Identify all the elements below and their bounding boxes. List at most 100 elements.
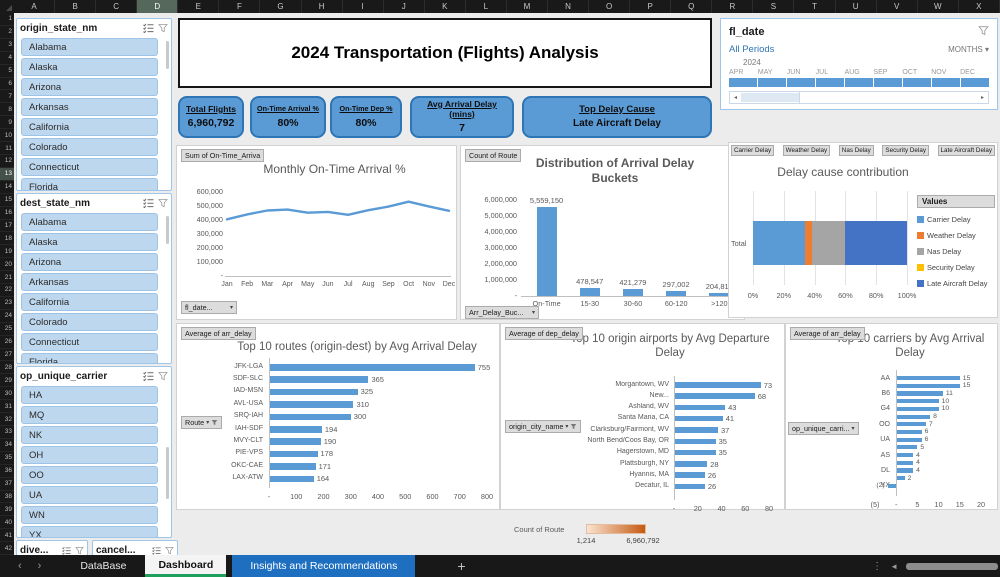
pivot-field-button-nas-delay[interactable]: Nas Delay: [838, 145, 874, 156]
slicer-item-arkansas[interactable]: Arkansas: [21, 98, 158, 116]
timeline-month-aug[interactable]: AUG: [844, 69, 860, 76]
column-header-W[interactable]: W: [918, 0, 959, 13]
timeline-band-cell-sep[interactable]: [874, 78, 903, 87]
slicer-item-arizona[interactable]: Arizona: [21, 78, 158, 96]
clear-filter-icon[interactable]: [75, 542, 84, 556]
column-header-U[interactable]: U: [836, 0, 877, 13]
timeline-band-cell-jun[interactable]: [787, 78, 816, 87]
row-header-28[interactable]: 28: [0, 361, 14, 375]
timeline-band-cell-jul[interactable]: [816, 78, 845, 87]
sheet-tab-insights[interactable]: Insights and Recommendations: [232, 555, 416, 577]
slicer-item-california[interactable]: California: [21, 118, 158, 136]
row-header-21[interactable]: 21: [0, 271, 14, 285]
column-header-P[interactable]: P: [630, 0, 672, 13]
select-all-corner[interactable]: [0, 0, 14, 13]
column-header-S[interactable]: S: [753, 0, 795, 13]
timeline-month-dec[interactable]: DEC: [960, 69, 975, 76]
pivot-field-button-values[interactable]: Count of Route: [465, 149, 522, 162]
slicer-item-connecticut[interactable]: Connecticut: [21, 158, 158, 176]
pivot-field-button-axis[interactable]: Arr_Delay_Buc... ▾: [465, 306, 539, 319]
multi-select-icon[interactable]: [62, 542, 71, 556]
column-header-T[interactable]: T: [794, 0, 836, 13]
column-header-E[interactable]: E: [178, 0, 220, 13]
timeline-month-jul[interactable]: JUL: [815, 69, 829, 76]
slicer-item-alaska[interactable]: Alaska: [21, 233, 158, 251]
timeline-month-jun[interactable]: JUN: [786, 69, 801, 76]
column-header-K[interactable]: K: [425, 0, 466, 13]
row-header-23[interactable]: 23: [0, 297, 14, 310]
column-header-F[interactable]: F: [219, 0, 261, 13]
slicer-item-connecticut[interactable]: Connecticut: [21, 333, 158, 351]
slicer-item-florida[interactable]: Florida: [21, 353, 158, 363]
slicer-item-oo[interactable]: OO: [21, 466, 158, 484]
row-header-8[interactable]: 8: [0, 103, 14, 117]
clear-filter-icon[interactable]: [158, 20, 168, 38]
row-header-3[interactable]: 3: [0, 39, 14, 52]
column-header-Q[interactable]: Q: [671, 0, 713, 13]
pivot-field-button-axis[interactable]: fl_date... ▾: [181, 301, 237, 314]
column-header-J[interactable]: J: [384, 0, 425, 13]
scroll-left-icon[interactable]: ◂: [733, 95, 737, 101]
column-header-D[interactable]: D: [137, 0, 179, 13]
row-header-40[interactable]: 40: [0, 516, 14, 530]
timeline-month-may[interactable]: MAY: [757, 69, 773, 76]
multi-select-icon[interactable]: [152, 542, 161, 556]
pivot-field-button-axis[interactable]: op_unique_carri... ▾: [788, 422, 859, 435]
timeline-band-cell-nov[interactable]: [932, 78, 961, 87]
row-header-18[interactable]: 18: [0, 232, 14, 246]
slicer-item-ha[interactable]: HA: [21, 386, 158, 404]
multi-select-icon[interactable]: [143, 195, 154, 213]
clear-filter-icon[interactable]: [158, 195, 168, 213]
row-header-7[interactable]: 7: [0, 90, 14, 104]
slicer-item-alabama[interactable]: Alabama: [21, 213, 158, 231]
more-options-icon[interactable]: ⋮: [872, 560, 883, 572]
column-header-B[interactable]: B: [55, 0, 97, 13]
timeline-month-sep[interactable]: SEP: [873, 69, 888, 76]
pivot-field-button-values[interactable]: Average of arr_delay: [181, 327, 256, 340]
pivot-field-button-late-aircraft-delay[interactable]: Late Aircraft Delay: [937, 145, 995, 156]
hscroll-thumb[interactable]: [906, 562, 998, 570]
pivot-field-button-values[interactable]: Sum of On-Time_Arriva: [181, 149, 265, 162]
row-header-39[interactable]: 39: [0, 503, 14, 517]
slicer-scrollbar[interactable]: [166, 447, 169, 499]
pivot-field-button-weather-delay[interactable]: Weather Delay: [782, 145, 831, 156]
slicer-item-colorado[interactable]: Colorado: [21, 313, 158, 331]
slicer-item-arizona[interactable]: Arizona: [21, 253, 158, 271]
column-header-R[interactable]: R: [712, 0, 754, 13]
column-header-C[interactable]: C: [96, 0, 138, 13]
column-header-L[interactable]: L: [466, 0, 507, 13]
row-header-36[interactable]: 36: [0, 465, 14, 478]
timeline-month-nov[interactable]: NOV: [931, 69, 947, 76]
slicer-item-alaska[interactable]: Alaska: [21, 58, 158, 76]
column-header-X[interactable]: X: [959, 0, 1000, 13]
timeline-month-oct[interactable]: OCT: [902, 69, 918, 76]
row-header-26[interactable]: 26: [0, 336, 14, 349]
slicer-scrollbar[interactable]: [166, 216, 169, 244]
row-header-22[interactable]: 22: [0, 284, 14, 297]
row-header-13[interactable]: 13: [0, 167, 14, 181]
pivot-field-button-security-delay[interactable]: Security Delay: [882, 145, 929, 156]
row-header-41[interactable]: 41: [0, 529, 14, 543]
timeline-band-cell-apr[interactable]: [729, 78, 758, 87]
pivot-field-button-values[interactable]: Average of dep_delay: [505, 327, 583, 340]
slicer-item-colorado[interactable]: Colorado: [21, 138, 158, 156]
add-sheet-icon[interactable]: +: [457, 558, 466, 574]
row-header-38[interactable]: 38: [0, 491, 14, 504]
slicer-item-yx[interactable]: YX: [21, 526, 158, 537]
column-header-A[interactable]: A: [14, 0, 56, 13]
row-header-9[interactable]: 9: [0, 116, 14, 130]
multi-select-icon[interactable]: [143, 368, 154, 386]
row-header-30[interactable]: 30: [0, 387, 14, 401]
timeline-granularity-dropdown[interactable]: MONTHS ▾: [948, 45, 989, 54]
row-header-34[interactable]: 34: [0, 439, 14, 452]
row-header-12[interactable]: 12: [0, 155, 14, 168]
row-header-16[interactable]: 16: [0, 207, 14, 220]
row-header-32[interactable]: 32: [0, 413, 14, 426]
column-header-N[interactable]: N: [548, 0, 590, 13]
column-header-G[interactable]: G: [260, 0, 302, 13]
sheet-tab-database[interactable]: DataBase: [80, 560, 127, 572]
timeline-selection-band[interactable]: [729, 78, 989, 87]
sheet-tab-dashboard[interactable]: Dashboard: [145, 555, 227, 577]
row-header-6[interactable]: 6: [0, 78, 14, 91]
timeline-band-cell-may[interactable]: [758, 78, 787, 87]
